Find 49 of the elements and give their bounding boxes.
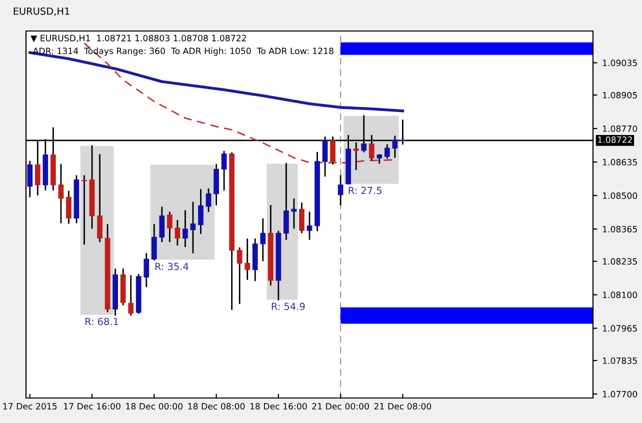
y-tick-label: 1.08235	[602, 258, 637, 265]
x-tick-label: 18 Dec 16:00	[250, 403, 307, 410]
candlestick	[206, 188, 212, 212]
candlestick	[167, 212, 172, 242]
x-tick-label: 17 Dec 16:00	[64, 403, 120, 410]
candlestick	[97, 154, 102, 242]
y-tick-label: 1.08500	[602, 192, 638, 199]
candlestick	[236, 247, 242, 304]
candlestick	[299, 202, 304, 234]
x-tick-label: 21 Dec 00:00	[312, 403, 369, 410]
y-tick-label: 1.08770	[602, 125, 638, 132]
x-tick-label: 21 Dec 08:00	[374, 403, 432, 410]
candlestick	[159, 206, 165, 242]
text: ADR: 1314 Todays Range: 360 To ADR High: 1050 To ADR Low: 1218	[32, 48, 334, 56]
x-tick-label: 18 Dec 08:00	[188, 403, 245, 410]
candlestick	[384, 144, 390, 159]
candlestick	[244, 238, 250, 280]
y-tick-label: 1.07835	[602, 357, 637, 364]
candlestick	[221, 150, 227, 191]
candlestick	[190, 202, 196, 254]
candlestick	[174, 220, 180, 246]
y-tick-label: 1.07700	[602, 390, 638, 398]
candlestick	[144, 253, 150, 288]
ref-line-label: 1.08722	[598, 136, 632, 143]
candlestick	[338, 175, 344, 206]
x-tick-label: 17 Dec 2015	[3, 403, 57, 410]
y-tick-label: 1.08635	[602, 158, 637, 166]
candlestick	[198, 189, 204, 234]
annotation: R: 27.5	[348, 186, 382, 194]
annotation: R: 68.1	[85, 318, 118, 326]
annotation: R: 54.9	[272, 302, 305, 310]
candlestick	[284, 163, 289, 240]
candlestick	[306, 212, 312, 240]
candlestick	[82, 175, 87, 245]
text: EURUSD,H1	[14, 7, 70, 16]
candlestick	[151, 224, 157, 260]
candlestick	[66, 190, 72, 224]
candlestick	[58, 164, 64, 224]
candlestick	[260, 218, 266, 262]
y-tick-label: 1.08365	[602, 226, 637, 232]
candlestick	[182, 210, 188, 248]
y-tick-label: 1.08100	[602, 292, 638, 298]
annotation: R: 35.4	[155, 262, 188, 270]
y-tick-label: 1.09035	[602, 60, 637, 66]
y-tick-label: 1.08905	[602, 92, 637, 98]
y-tick-label: 1.07965	[602, 325, 637, 332]
x-tick-label: 18 Dec 00:00	[126, 403, 183, 410]
chart-title: ▼ EURUSD,H1 1.08721 1.08803 1.08708 1.08722	[30, 34, 246, 42]
candlestick	[128, 275, 134, 316]
